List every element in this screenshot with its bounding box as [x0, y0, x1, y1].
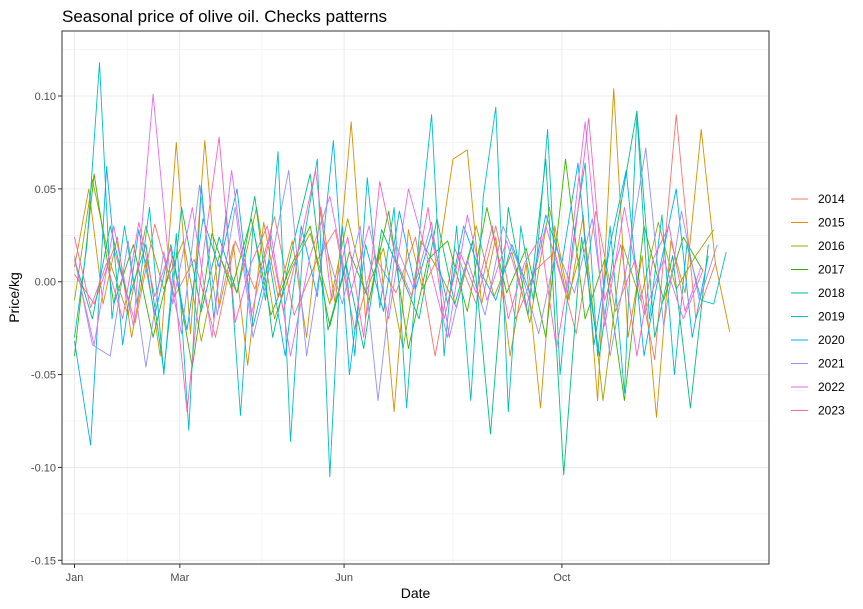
y-axis-ticks: -0.15 -0.10 -0.05 0.00 0.05 0.10 — [31, 91, 62, 567]
series-line-2022 — [74, 93, 704, 357]
legend-label-2019: 2019 — [818, 310, 845, 324]
plot-border — [61, 30, 770, 565]
series-line-2016 — [74, 179, 715, 402]
legend-label-2018: 2018 — [818, 286, 845, 300]
legend-label-2016: 2016 — [818, 239, 845, 253]
legend-label-2021: 2021 — [818, 357, 845, 371]
x-axis-ticks: Jan Mar Jun Oct — [66, 564, 570, 584]
x-tick-label: Mar — [170, 572, 189, 584]
y-tick-label: -0.05 — [31, 370, 56, 382]
legend-label-2020: 2020 — [818, 333, 845, 347]
legend: 2014 2015 2016 2017 2018 2019 2020 2021 2022 2023 — [791, 192, 845, 418]
series-line-2023 — [74, 117, 702, 413]
y-tick-label: 0.10 — [35, 91, 56, 103]
legend-label-2014: 2014 — [818, 192, 845, 206]
x-tick-label: Jun — [335, 572, 353, 584]
chart-title: Seasonal price of olive oil. Checks patt… — [62, 7, 388, 26]
series-line-2017 — [74, 158, 704, 402]
x-tick-label: Oct — [553, 572, 570, 584]
y-tick-label: 0.05 — [35, 184, 56, 196]
series-line-2014 — [74, 114, 716, 361]
series-line-2019 — [74, 62, 727, 478]
x-tick-label: Jan — [66, 572, 84, 584]
series-line-2021 — [74, 147, 718, 402]
y-tick-label: -0.10 — [31, 462, 56, 474]
y-axis-title: Price/kg — [6, 272, 22, 323]
legend-label-2015: 2015 — [818, 216, 845, 230]
series-layer — [74, 62, 731, 478]
legend-label-2023: 2023 — [818, 404, 845, 418]
legend-label-2017: 2017 — [818, 263, 845, 277]
legend-label-2022: 2022 — [818, 380, 845, 394]
y-tick-label: -0.15 — [31, 555, 56, 567]
y-tick-label: 0.00 — [35, 277, 56, 289]
series-line-2018 — [74, 110, 709, 476]
x-axis-title: Date — [401, 585, 431, 601]
